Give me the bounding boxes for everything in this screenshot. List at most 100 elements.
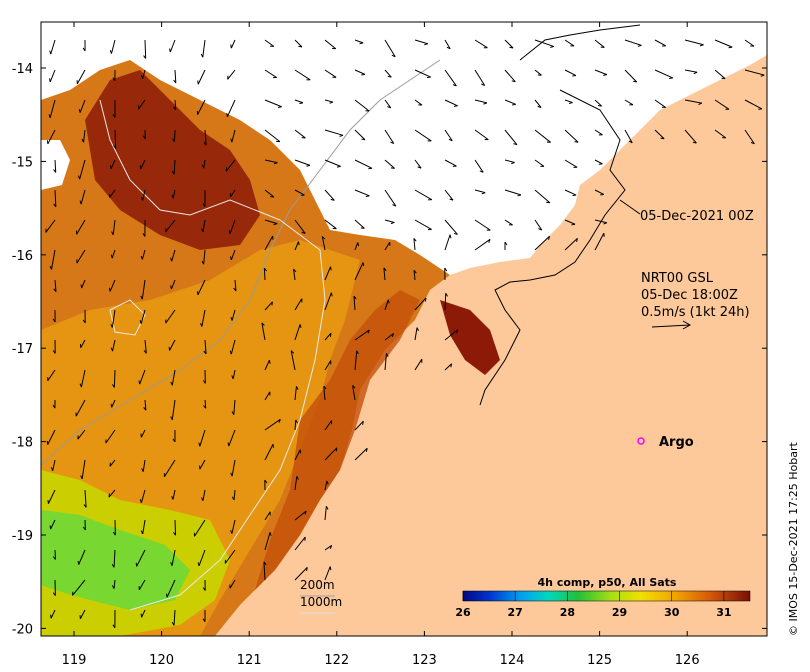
current-arrow [354, 219, 365, 229]
current-arrow-head [173, 531, 176, 536]
current-arrow [504, 159, 515, 163]
current-arrow-head [323, 385, 327, 390]
current-arrow [105, 429, 116, 444]
current-arrow-head [413, 270, 417, 274]
current-arrow-head [390, 167, 395, 169]
current-arrow [444, 159, 457, 167]
current-arrow [47, 369, 56, 382]
current-arrow-head [200, 53, 204, 58]
current-arrow-head [83, 504, 87, 508]
current-arrow-head [261, 322, 265, 326]
current-arrow-head [140, 530, 144, 535]
current-arrow-head [509, 46, 514, 49]
current-arrow [204, 399, 207, 409]
current-arrow [84, 489, 87, 508]
current-arrow-head [273, 223, 278, 226]
current-arrow-head [112, 624, 116, 629]
current-arrow [264, 219, 278, 225]
timestamp-label: 05-Dec-2021 00Z [640, 209, 754, 224]
current-arrow-head [52, 556, 56, 560]
current-arrow [414, 327, 418, 341]
current-arrow-head [111, 564, 115, 568]
current-arrow-head [298, 45, 303, 48]
current-arrow [414, 69, 431, 78]
current-arrow-head [572, 194, 577, 197]
current-arrow-head [387, 75, 392, 78]
current-arrow-head [576, 238, 578, 243]
current-arrow-head [273, 162, 278, 165]
current-info-line-2: 05-Dec 18:00Z [641, 288, 738, 303]
current-arrow-head [113, 145, 117, 149]
current-arrow [199, 429, 206, 447]
current-arrow [165, 219, 176, 233]
current-arrow [264, 99, 282, 108]
current-arrow [324, 360, 332, 371]
current-arrow-head [329, 101, 334, 104]
current-arrow [324, 506, 327, 521]
current-arrow [474, 99, 488, 104]
lat-tick-label: -17 [12, 342, 33, 357]
current-arrow [594, 39, 605, 48]
current-arrow-head [452, 84, 457, 87]
current-arrow [684, 69, 698, 73]
current-arrow [324, 447, 338, 461]
current-arrow [199, 459, 206, 470]
current-arrow [354, 69, 366, 75]
current-arrow [233, 399, 236, 415]
current-arrow-head [170, 562, 173, 566]
current-arrow-head [574, 141, 579, 143]
current-arrow-head [299, 102, 304, 105]
colorbar-tick-label: 27 [508, 606, 523, 619]
current-arrow [264, 532, 271, 551]
current-arrow [564, 129, 579, 143]
current-arrow [474, 189, 486, 194]
current-arrow-head [633, 80, 637, 83]
current-arrow-head [698, 102, 702, 106]
current-arrow-head [49, 265, 52, 270]
current-arrow-head [230, 256, 232, 261]
current-arrow-head [139, 499, 142, 503]
current-arrow-head [108, 287, 111, 292]
current-arrow-head [360, 227, 365, 229]
current-arrow [76, 69, 86, 85]
current-arrow [231, 459, 236, 477]
current-arrow-head [550, 45, 554, 48]
current-arrow [165, 309, 176, 324]
current-arrow [144, 339, 147, 354]
current-arrow [264, 511, 271, 521]
current-info-line-1: NRT00 GSL [641, 271, 714, 286]
current-arrow [50, 39, 56, 55]
lat-tick-label: -15 [12, 155, 33, 170]
current-arrow [294, 129, 306, 139]
current-arrow [714, 69, 726, 80]
current-arrow-head [228, 230, 231, 235]
current-arrow [166, 579, 176, 598]
current-arrow [414, 39, 428, 45]
current-arrow-head [198, 442, 201, 447]
current-arrow [194, 519, 206, 537]
current-arrow [173, 159, 176, 175]
colorbar-tick-label: 31 [716, 606, 731, 619]
lon-tick-label: 119 [62, 653, 87, 668]
current-arrow-head [299, 324, 302, 329]
current-arrow [79, 159, 86, 180]
current-arrow-head [568, 102, 573, 104]
current-arrow [264, 443, 274, 461]
current-arrow [294, 324, 301, 341]
current-arrow [264, 391, 271, 401]
current-arrow-head [336, 165, 341, 168]
current-arrow [684, 129, 697, 144]
current-arrow-head [353, 295, 357, 300]
argo-float-marker [637, 437, 645, 445]
current-arrow [231, 519, 236, 534]
current-arrow [170, 279, 176, 290]
current-arrow-head [456, 329, 459, 334]
current-arrow-head [356, 350, 359, 355]
current-arrow [78, 549, 86, 565]
current-arrow-head [48, 114, 51, 118]
current-arrow-head [357, 242, 360, 247]
current-arrow [144, 39, 147, 59]
current-arrow-head [329, 333, 332, 337]
current-arrow [624, 129, 633, 143]
current-arrow-head [269, 532, 272, 536]
